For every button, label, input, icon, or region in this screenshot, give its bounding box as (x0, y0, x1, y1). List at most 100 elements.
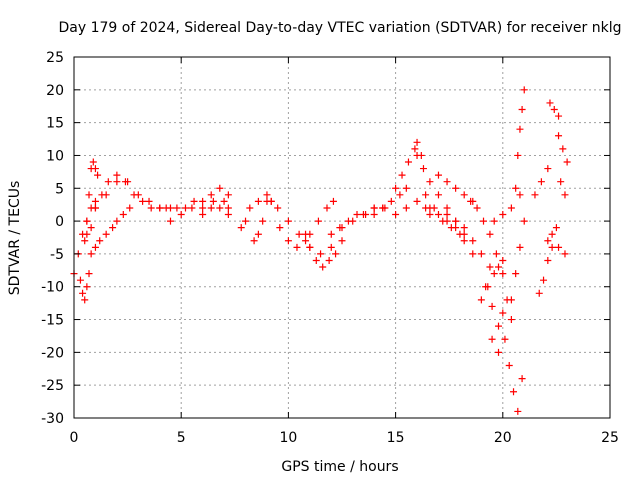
data-point (434, 211, 442, 219)
data-point (499, 270, 507, 278)
data-point (370, 211, 378, 219)
data-point (505, 361, 513, 369)
data-point (434, 171, 442, 179)
y-tick-label: -20 (41, 345, 64, 361)
data-point (443, 178, 451, 186)
data-point (516, 191, 524, 199)
data-point (507, 316, 515, 324)
data-point (329, 197, 337, 205)
data-point (520, 217, 528, 225)
series-arc-13 (267, 197, 335, 258)
series-arc-28 (477, 256, 507, 304)
series-arc-18 (338, 204, 389, 232)
series-arc-05 (87, 204, 134, 258)
data-point (207, 204, 215, 212)
data-point (332, 250, 340, 258)
data-point (548, 230, 556, 238)
data-point (398, 171, 406, 179)
data-point (555, 243, 563, 251)
data-point (548, 243, 556, 251)
data-point (426, 178, 434, 186)
data-point (91, 243, 99, 251)
data-point (147, 204, 155, 212)
data-point (359, 211, 367, 219)
data-point (113, 178, 121, 186)
data-point (443, 217, 451, 225)
data-point (426, 204, 434, 212)
x-axis-tick-labels: 0 5 10 15 20 25 (70, 430, 619, 446)
data-point (495, 322, 503, 330)
data-point (552, 224, 560, 232)
data-point (327, 230, 335, 238)
data-point (544, 256, 552, 264)
series-arc-41 (555, 243, 569, 258)
data-point (267, 197, 275, 205)
y-tick-label: -25 (41, 378, 64, 394)
data-point (327, 243, 335, 251)
data-point (113, 171, 121, 179)
data-point (91, 165, 99, 173)
data-point (181, 204, 189, 212)
data-point (499, 256, 507, 264)
data-point (518, 106, 526, 114)
data-point (246, 204, 254, 212)
x-tick-label: 0 (70, 430, 79, 446)
data-point (507, 204, 515, 212)
data-point (96, 237, 104, 245)
data-point (492, 250, 500, 258)
data-point (87, 250, 95, 258)
data-point (156, 204, 164, 212)
data-point (490, 217, 498, 225)
data-point (126, 204, 134, 212)
series-arc-37 (544, 224, 560, 245)
data-point (561, 191, 569, 199)
y-tick-label: 5 (55, 181, 64, 197)
data-point (379, 204, 387, 212)
data-point (467, 197, 475, 205)
data-point (422, 191, 430, 199)
data-point (443, 211, 451, 219)
data-point (537, 178, 545, 186)
data-point (495, 263, 503, 271)
data-point (113, 217, 121, 225)
data-point (199, 211, 207, 219)
x-tick-label: 25 (601, 430, 619, 446)
y-tick-label: 25 (46, 50, 64, 66)
data-point (460, 237, 468, 245)
data-point (199, 197, 207, 205)
series-arc-36 (531, 165, 552, 199)
data-point (426, 211, 434, 219)
data-point (224, 211, 232, 219)
x-tick-label: 10 (279, 430, 297, 446)
series-arc-38 (546, 99, 563, 120)
data-point (91, 204, 99, 212)
data-point (162, 204, 170, 212)
data-point (469, 237, 477, 245)
data-point (254, 197, 262, 205)
data-point (302, 237, 310, 245)
data-point (83, 230, 91, 238)
data-point (85, 191, 93, 199)
data-point (81, 296, 89, 304)
data-point (207, 191, 215, 199)
data-point (443, 204, 451, 212)
data-point (460, 191, 468, 199)
data-point (91, 197, 99, 205)
data-point (139, 197, 147, 205)
series-arc-35 (535, 243, 556, 297)
data-point (87, 224, 95, 232)
series-arc-26 (443, 211, 494, 271)
data-point (188, 204, 196, 212)
data-point (312, 256, 320, 264)
y-axis-label: SDTVAR / TECUs (7, 181, 23, 296)
data-point (102, 191, 110, 199)
data-point (561, 250, 569, 258)
data-point (396, 191, 404, 199)
data-point (314, 217, 322, 225)
data-point (482, 283, 490, 291)
data-point (173, 204, 181, 212)
data-point (402, 184, 410, 192)
data-point (557, 178, 565, 186)
series-arc-10 (237, 217, 250, 232)
data-point (477, 250, 485, 258)
